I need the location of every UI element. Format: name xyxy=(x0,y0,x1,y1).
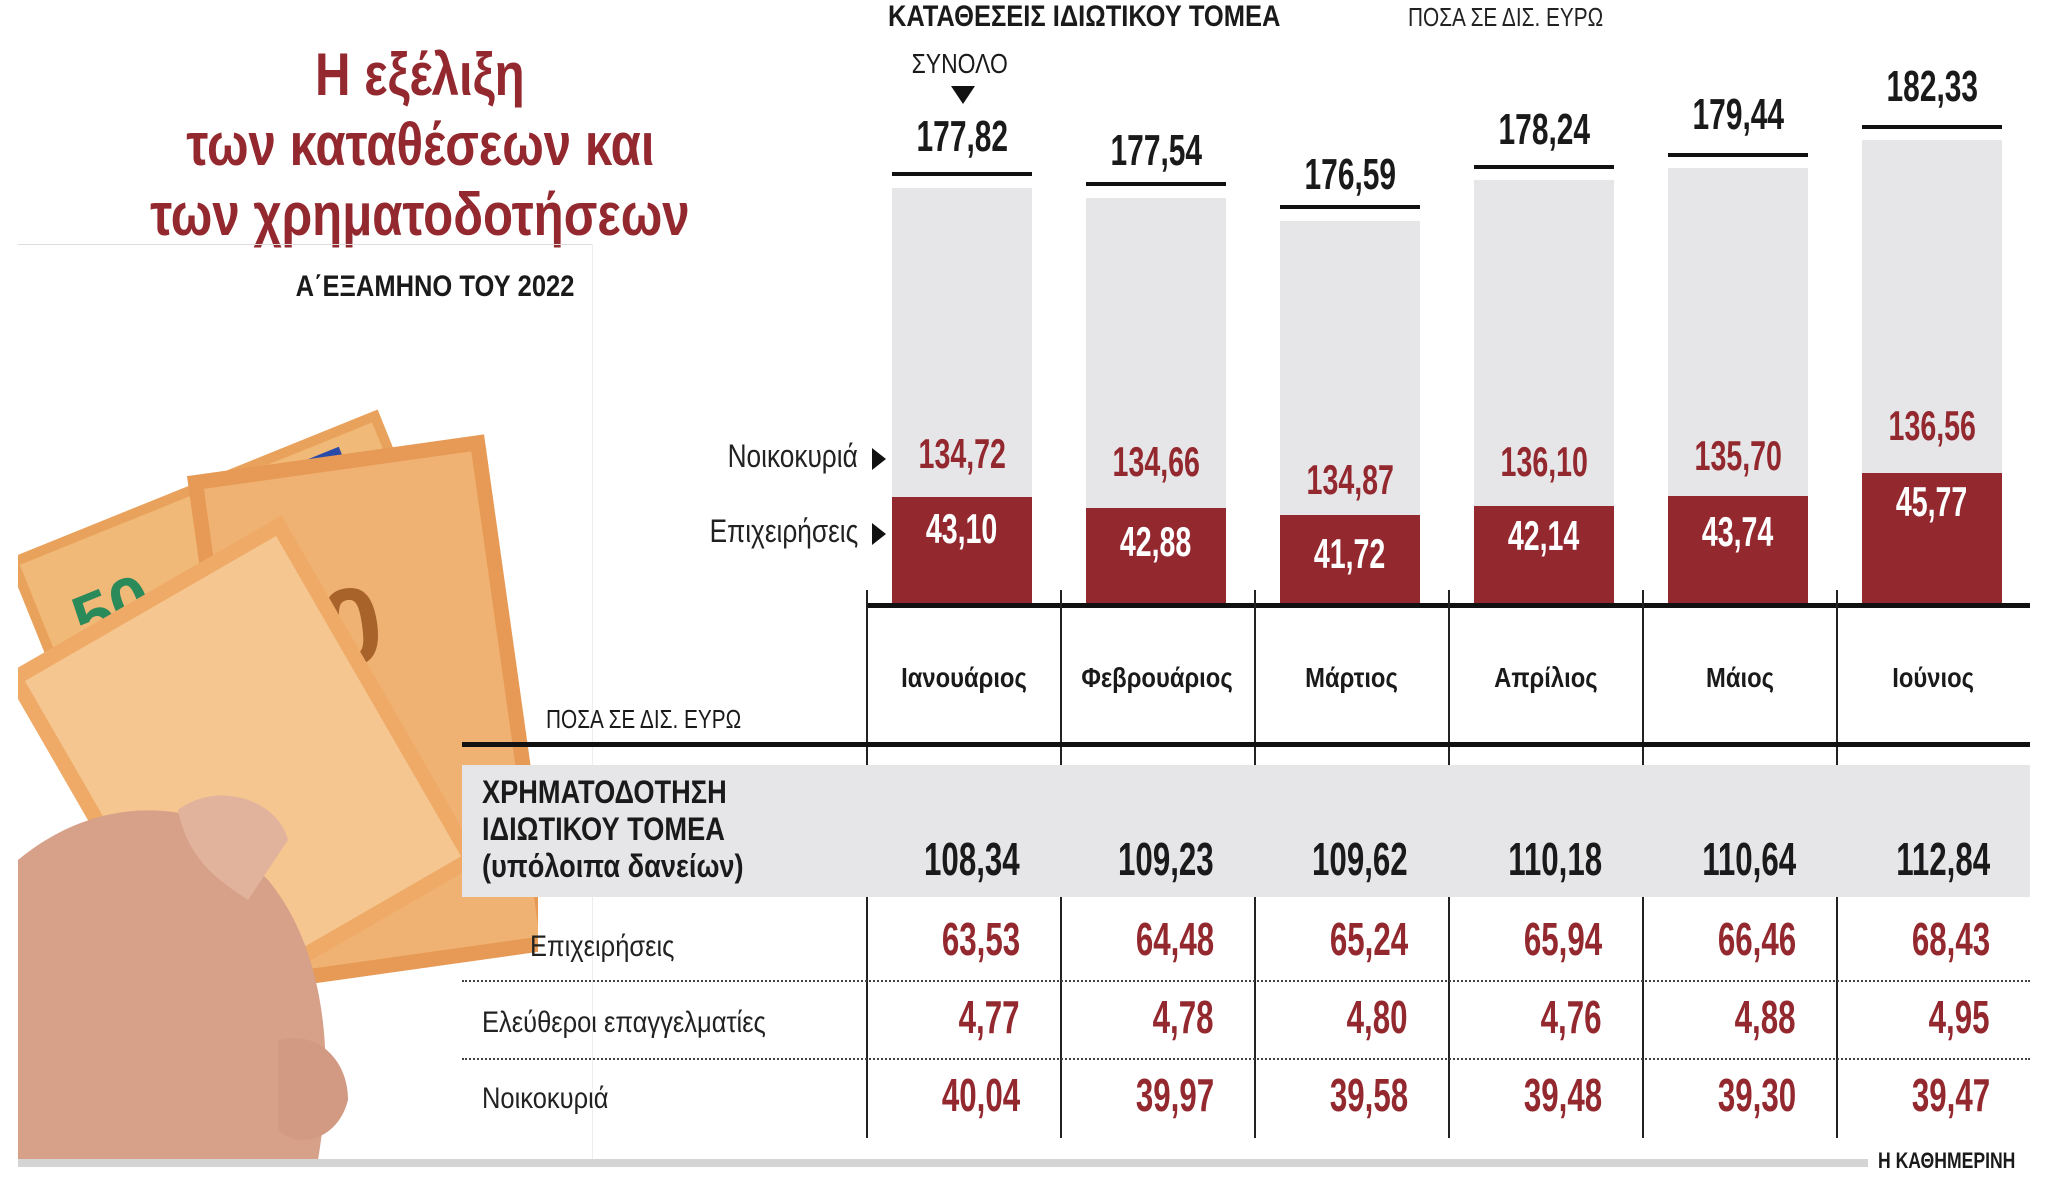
table-cell: 4,95 xyxy=(1929,991,1990,1043)
table-cell: 39,58 xyxy=(1329,1069,1408,1121)
bar-households-value: 134,87 xyxy=(1306,456,1394,503)
bar-january: 177,82 134,72 43,10 xyxy=(892,0,1032,605)
bar-june: 182,33 136,56 45,77 xyxy=(1862,0,2002,605)
bar-businesses-value: 45,77 xyxy=(1896,478,1968,525)
month-header: Ιανουάριος xyxy=(867,662,1060,694)
bar-businesses-value: 43,10 xyxy=(926,505,998,552)
bar-households-value: 135,70 xyxy=(1694,432,1782,479)
source-text: Η ΚΑΘΗΜΕΡΙΝΗ xyxy=(1878,1148,2016,1173)
loans-title-line: (υπόλοιπα δανείων) xyxy=(482,848,744,884)
bar-businesses-value: 42,14 xyxy=(1508,512,1580,559)
month-header: Ιούνιος xyxy=(1837,662,2030,694)
table-header-rule xyxy=(462,742,2030,747)
bar-february: 177,54 134,66 42,88 xyxy=(1086,0,1226,605)
loans-total-cell: 110,64 xyxy=(1702,833,1796,885)
month-text: Μάρτιος xyxy=(1305,662,1398,693)
title-line-3: των χρηματοδοτήσεων xyxy=(150,181,690,248)
row-label-households: Νοικοκυριά xyxy=(482,1082,609,1115)
bar-total: 177,54 xyxy=(1110,126,1202,175)
divider xyxy=(592,244,593,1164)
month-header: Μάρτιος xyxy=(1255,662,1448,694)
loans-total-cell: 110,18 xyxy=(1508,833,1602,885)
down-arrow-icon xyxy=(951,86,975,104)
month-text: Μάιος xyxy=(1705,662,1774,693)
loans-total-cell: 108,34 xyxy=(924,833,1020,885)
row-divider xyxy=(462,980,2030,982)
loans-total-row xyxy=(462,765,2030,897)
table-cell: 68,43 xyxy=(1911,913,1990,965)
bar-may: 179,44 135,70 43,74 xyxy=(1668,0,1808,605)
subtitle: Α΄ΕΞΑΜΗΝΟ ΤΟΥ 2022 xyxy=(200,270,670,304)
loans-title-line: ΙΔΙΩΤΙΚΟΥ ΤΟΜΕΑ xyxy=(482,811,725,847)
month-text: Φεβρουάριος xyxy=(1081,662,1234,693)
row-label-businesses: Επιχειρήσεις xyxy=(530,930,675,963)
loans-units-text: ΠΟΣΑ ΣΕ ΔΙΣ. ΕΥΡΩ xyxy=(546,704,742,734)
table-cell: 65,24 xyxy=(1329,913,1408,965)
total-label-text: ΣΥΝΟΛΟ xyxy=(911,48,1009,79)
main-title: Η εξέλιξη των καταθέσεων και των χρηματο… xyxy=(60,40,780,250)
bar-households-value: 136,56 xyxy=(1888,402,1976,449)
deposits-units-text: ΠΟΣΑ ΣΕ ΔΙΣ. ΕΥΡΩ xyxy=(1408,2,1604,32)
deposits-title: ΚΑΤΑΘΕΣΕΙΣ ΙΔΙΩΤΙΚΟΥ ΤΟΜΕΑ xyxy=(888,0,1350,34)
bar-april: 178,24 136,10 42,14 xyxy=(1474,0,1614,605)
bar-total: 177,82 xyxy=(916,112,1008,161)
table-cell: 63,53 xyxy=(941,913,1020,965)
euro-banknotes-photo: 50 50 xyxy=(18,409,538,1160)
bar-households-value: 134,66 xyxy=(1112,438,1200,485)
source-credit: Η ΚΑΘΗΜΕΡΙΝΗ xyxy=(1878,1148,2048,1174)
bar-households-value: 134,72 xyxy=(918,430,1006,477)
table-cell: 4,77 xyxy=(959,991,1020,1043)
table-cell: 39,97 xyxy=(1135,1069,1214,1121)
loans-total-cell: 112,84 xyxy=(1896,833,1990,885)
bar-total: 178,24 xyxy=(1498,105,1590,154)
month-header: Μάιος xyxy=(1643,662,1836,694)
bar-march: 176,59 134,87 41,72 xyxy=(1280,0,1420,605)
table-cell: 64,48 xyxy=(1135,913,1214,965)
households-legend: Νοικοκυριά xyxy=(626,438,886,475)
title-line-2: των καταθέσεων και xyxy=(185,111,655,178)
row-divider xyxy=(462,1058,2030,1060)
bar-businesses-value: 42,88 xyxy=(1120,518,1192,565)
right-arrow-icon xyxy=(872,522,886,545)
bar-total: 179,44 xyxy=(1692,90,1784,139)
loans-total-cell: 109,62 xyxy=(1312,833,1408,885)
table-cell: 66,46 xyxy=(1717,913,1796,965)
table-cell: 39,30 xyxy=(1717,1069,1796,1121)
loans-title-line: ΧΡΗΜΑΤΟΔΟΤΗΣΗ xyxy=(482,774,727,810)
table-cell: 4,88 xyxy=(1735,991,1796,1043)
deposits-title-text: ΚΑΤΑΘΕΣΕΙΣ ΙΔΙΩΤΙΚΟΥ ΤΟΜΕΑ xyxy=(888,0,1281,33)
businesses-legend-text: Επιχειρήσεις xyxy=(709,513,858,549)
table-cell: 4,80 xyxy=(1347,991,1408,1043)
bar-businesses-value: 41,72 xyxy=(1314,530,1386,577)
households-legend-text: Νοικοκυριά xyxy=(727,438,858,474)
month-text: Ιούνιος xyxy=(1892,662,1975,693)
divider xyxy=(18,244,593,245)
month-header: Φεβρουάριος xyxy=(1061,662,1254,694)
loans-title: ΧΡΗΜΑΤΟΔΟΤΗΣΗ ΙΔΙΩΤΙΚΟΥ ΤΟΜΕΑ (υπόλοιπα … xyxy=(482,774,790,885)
title-line-1: Η εξέλιξη xyxy=(315,41,525,108)
bar-businesses-value: 43,74 xyxy=(1702,508,1774,555)
table-cell: 4,78 xyxy=(1153,991,1214,1043)
subtitle-text: Α΄ΕΞΑΜΗΝΟ ΤΟΥ 2022 xyxy=(295,270,575,303)
month-text: Απρίλιος xyxy=(1493,662,1598,693)
total-label: ΣΥΝΟΛΟ xyxy=(880,48,1040,80)
bar-total: 176,59 xyxy=(1304,150,1396,199)
table-cell: 39,48 xyxy=(1523,1069,1602,1121)
table-cell: 40,04 xyxy=(941,1069,1020,1121)
month-text: Ιανουάριος xyxy=(900,662,1027,693)
table-cell: 4,76 xyxy=(1541,991,1602,1043)
deposits-units: ΠΟΣΑ ΣΕ ΔΙΣ. ΕΥΡΩ xyxy=(1408,2,1652,33)
bar-households-value: 136,10 xyxy=(1500,438,1588,485)
loans-total-cell: 109,23 xyxy=(1118,833,1214,885)
businesses-legend: Επιχειρήσεις xyxy=(626,513,886,550)
footer-rule xyxy=(18,1159,1868,1167)
table-cell: 65,94 xyxy=(1523,913,1602,965)
loans-units: ΠΟΣΑ ΣΕ ΔΙΣ. ΕΥΡΩ xyxy=(546,704,790,735)
row-label-freelancers: Ελεύθεροι επαγγελματίες xyxy=(482,1006,766,1039)
bar-total: 182,33 xyxy=(1886,62,1978,111)
month-header: Απρίλιος xyxy=(1449,662,1642,694)
table-cell: 39,47 xyxy=(1911,1069,1990,1121)
right-arrow-icon xyxy=(872,447,886,470)
